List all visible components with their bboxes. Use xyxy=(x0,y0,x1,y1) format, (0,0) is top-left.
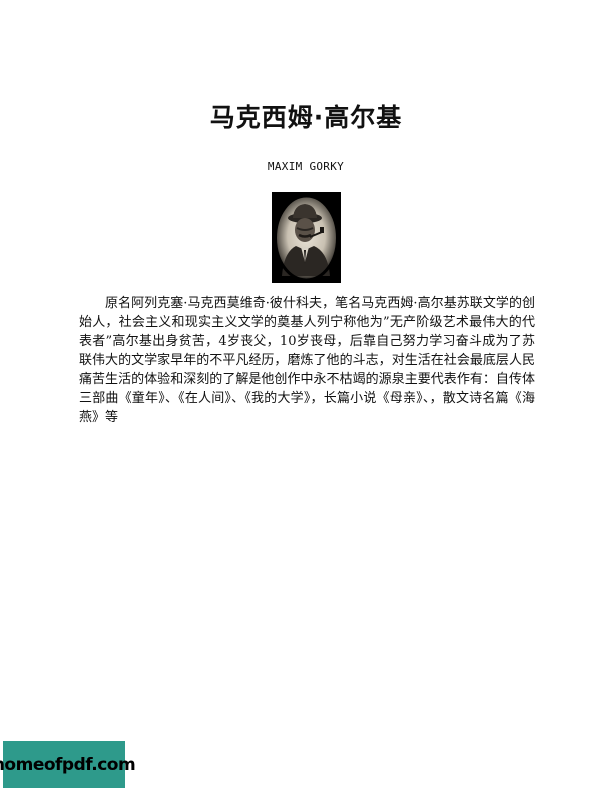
watermark-badge[interactable]: homeofpdf.com xyxy=(0,741,136,788)
page-title: 马克西姆·高尔基 xyxy=(209,103,403,132)
page-subtitle: MAXIM GORKY xyxy=(267,160,345,173)
portrait-photo xyxy=(272,192,341,283)
watermark-text: homeofpdf.com xyxy=(0,754,136,775)
biography-paragraph: 原名阿列克塞·马克西莫维奇·彼什科夫，笔名马克西姆·高尔基苏联文学的创始人，社会… xyxy=(79,296,535,425)
portrait-photo-icon xyxy=(272,192,341,283)
